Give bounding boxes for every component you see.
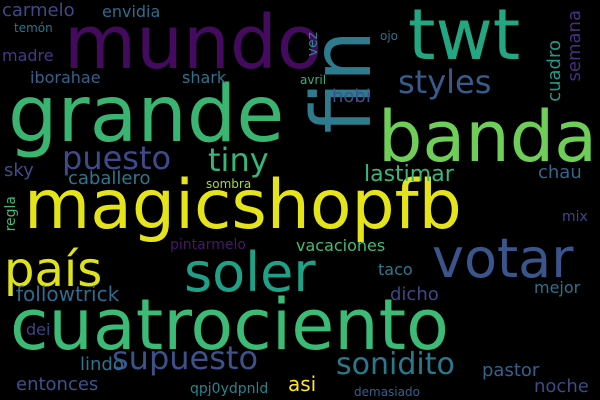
word-sky: sky bbox=[4, 160, 34, 181]
word-vacaciones: vacaciones bbox=[296, 236, 386, 255]
word-sombra: sombra bbox=[206, 177, 252, 191]
word-magicshopfb: magicshopfb bbox=[24, 166, 462, 245]
word-styles: styles bbox=[398, 63, 492, 101]
word-cuadro: cuadro bbox=[544, 40, 565, 102]
word-avril: avril bbox=[300, 73, 327, 87]
word-sonidito: sonidito bbox=[336, 347, 455, 382]
word-pais: país bbox=[4, 242, 103, 298]
word-iborahae: iborahae bbox=[30, 68, 101, 87]
word-mejor: mejor bbox=[534, 278, 581, 297]
word-votar: votar bbox=[432, 227, 574, 290]
word-envidia: envidia bbox=[102, 2, 161, 21]
word-banda: banda bbox=[378, 96, 598, 178]
word-shark: shark bbox=[182, 68, 227, 87]
word-demasiado: demasiado bbox=[354, 385, 420, 399]
word-taco: taco bbox=[378, 260, 413, 279]
word-pintarmelo: pintarmelo bbox=[170, 237, 246, 253]
word-twt: twt bbox=[408, 0, 521, 76]
word-pastor: pastor bbox=[482, 360, 540, 381]
word-mundo: mundo bbox=[64, 0, 323, 86]
word-vez: vez bbox=[305, 32, 321, 57]
word-dei: dei bbox=[26, 320, 51, 339]
word-madre: madre bbox=[2, 46, 54, 65]
word-entonces: entonces bbox=[16, 374, 99, 395]
word-lindo: lindo bbox=[80, 354, 124, 375]
word-mix: mix bbox=[562, 209, 588, 225]
word-followtrick: followtrick bbox=[16, 282, 120, 306]
word-temon: temón bbox=[14, 21, 53, 35]
word-cuatrociento: cuatrociento bbox=[10, 284, 449, 366]
word-supuesto: supuesto bbox=[112, 339, 259, 377]
word-regla: regla bbox=[3, 196, 19, 232]
word-chau: chau bbox=[538, 162, 582, 183]
word-dicho: dicho bbox=[390, 284, 439, 305]
word-lastimar: lastimar bbox=[364, 162, 454, 187]
word-tiny: tiny bbox=[208, 141, 269, 179]
word-puesto: puesto bbox=[62, 139, 172, 177]
word-asi: asi bbox=[288, 372, 317, 396]
word-soler: soler bbox=[184, 241, 316, 304]
word-noche: noche bbox=[534, 376, 589, 397]
word-semana: semana bbox=[564, 10, 585, 82]
word-caballero: caballero bbox=[68, 168, 151, 189]
word-grande: grande bbox=[8, 70, 285, 160]
word-ojo: ojo bbox=[380, 29, 399, 43]
word-hobi: hobi bbox=[332, 86, 371, 107]
word-qpj0ydpnld: qpj0ydpnld bbox=[190, 381, 269, 397]
word-carmelo: carmelo bbox=[2, 0, 75, 21]
